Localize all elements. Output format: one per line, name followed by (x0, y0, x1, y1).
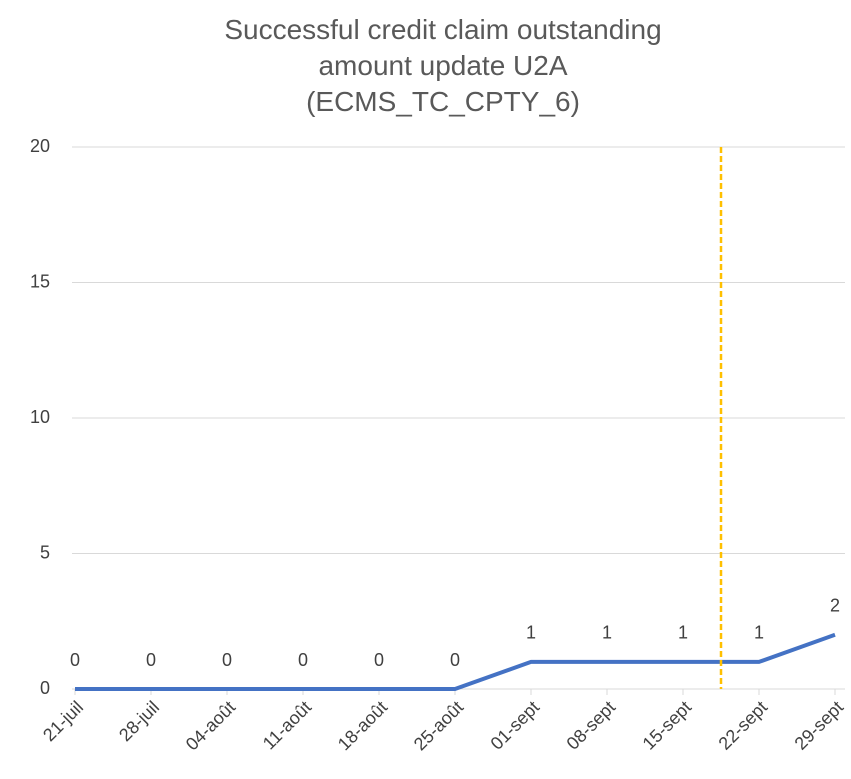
x-tick-label: 21-juil (39, 697, 87, 745)
data-label: 1 (602, 623, 612, 643)
x-tick-label: 15-sept (639, 697, 696, 754)
data-label: 1 (754, 623, 764, 643)
x-tick-label: 08-sept (563, 697, 620, 754)
data-label: 0 (146, 650, 156, 670)
x-tick-label: 29-sept (791, 697, 848, 754)
data-label: 0 (298, 650, 308, 670)
x-tick-label: 11-août (259, 697, 315, 753)
x-tick-label: 28-juil (115, 697, 163, 745)
data-label: 2 (830, 596, 840, 616)
series-line (75, 632, 836, 691)
x-tick-label: 04-août (182, 697, 239, 754)
data-label: 1 (678, 623, 688, 643)
y-tick-label: 15 (30, 271, 50, 291)
y-tick-label: 20 (30, 136, 50, 156)
y-tick-label: 10 (30, 407, 50, 427)
data-label: 0 (222, 650, 232, 670)
data-label: 1 (526, 623, 536, 643)
chart-title: Successful credit claim outstanding amou… (224, 14, 662, 117)
data-label: 0 (450, 650, 460, 670)
y-tick-label: 0 (40, 678, 50, 698)
y-tick-label: 5 (40, 542, 50, 562)
data-label: 0 (70, 650, 80, 670)
x-tick-label: 22-sept (715, 697, 772, 754)
x-tick-label: 01-sept (487, 697, 544, 754)
x-tick-label: 18-août (334, 697, 391, 754)
x-tick-label: 25-août (410, 697, 467, 754)
data-label: 0 (374, 650, 384, 670)
